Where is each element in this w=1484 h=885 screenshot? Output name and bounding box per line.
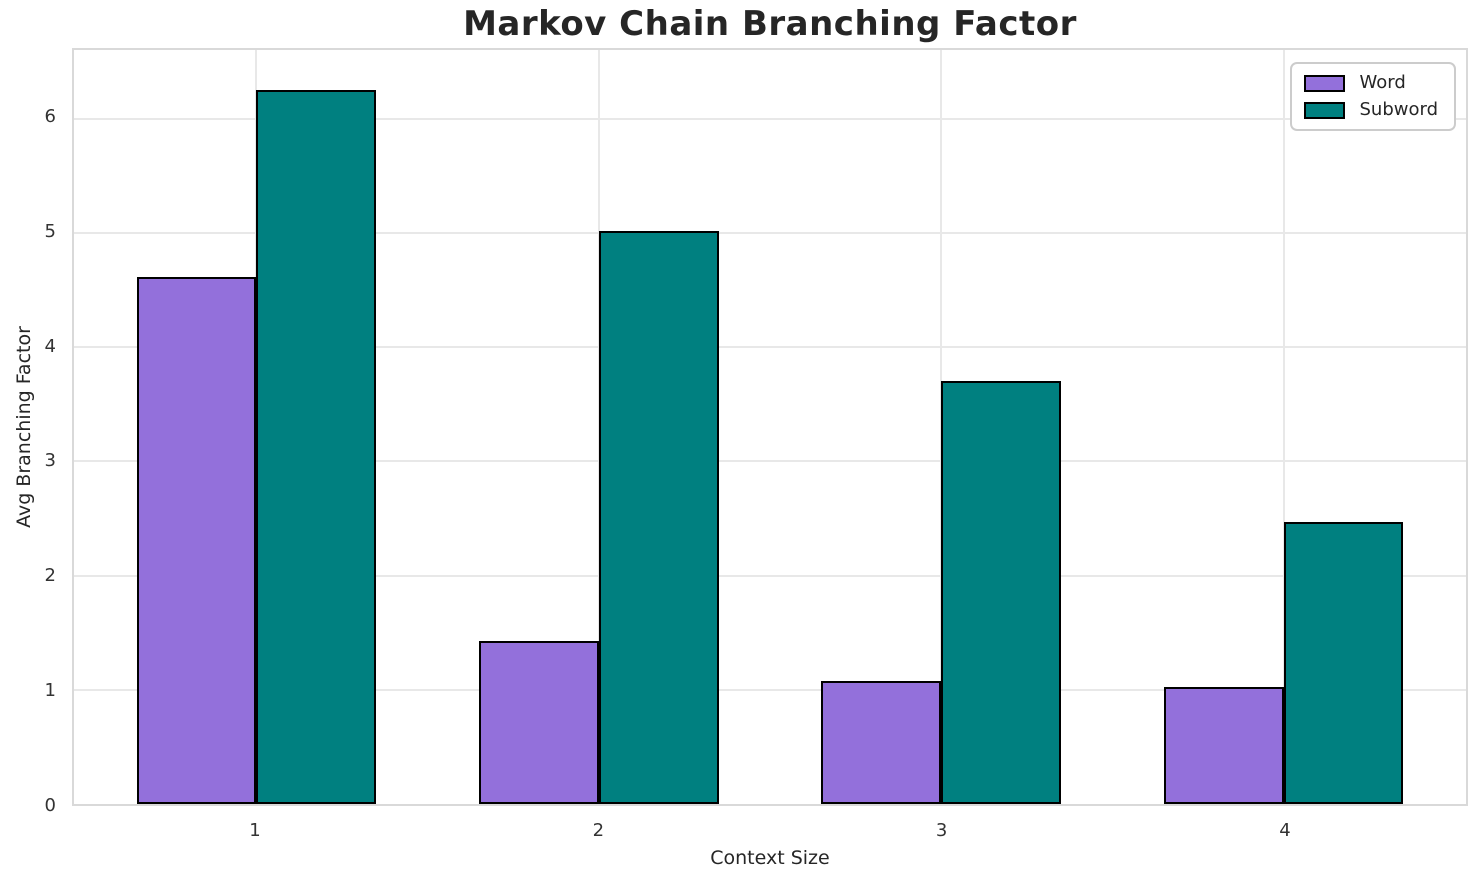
gridline-v-4 <box>1282 50 1285 804</box>
gridline-h-6 <box>74 117 1466 120</box>
x-axis-label: Context Size <box>710 847 830 869</box>
gridline-h-3 <box>74 460 1466 463</box>
legend-swatch-subword-icon <box>1304 101 1346 119</box>
y-tick-6: 6 <box>44 105 56 127</box>
x-tick-4: 4 <box>1279 820 1291 841</box>
legend: Word Subword <box>1290 62 1456 131</box>
legend-label-subword: Subword <box>1359 99 1438 120</box>
bar-word-4 <box>1163 687 1284 804</box>
bar-subword-3 <box>941 381 1061 804</box>
legend-entry-subword: Subword <box>1304 101 1438 119</box>
bar-word-1 <box>136 277 257 804</box>
x-tick-3: 3 <box>935 820 948 841</box>
y-tick-5: 5 <box>44 220 56 242</box>
bar-word-3 <box>821 680 942 804</box>
bar-subword-2 <box>598 230 719 804</box>
gridline-h-5 <box>74 231 1466 234</box>
y-tick-3: 3 <box>44 450 56 472</box>
chart-title: Markov Chain Branching Factor <box>463 4 1077 44</box>
gridline-h-2 <box>74 574 1466 577</box>
legend-entry-word: Word <box>1304 74 1438 92</box>
y-tick-4: 4 <box>44 335 56 357</box>
x-tick-2: 2 <box>592 820 605 841</box>
bar-subword-4 <box>1283 521 1404 804</box>
legend-swatch-word-icon <box>1304 74 1346 92</box>
bar-word-2 <box>479 640 599 804</box>
y-tick-1: 1 <box>44 680 56 702</box>
gridline-h-4 <box>74 346 1466 349</box>
gridline-h-1 <box>74 688 1466 691</box>
bar-subword-1 <box>256 90 377 804</box>
x-tick-1: 1 <box>249 820 261 841</box>
y-tick-2: 2 <box>44 565 56 587</box>
y-tick-0: 0 <box>44 795 56 816</box>
plot-area: Word Subword <box>72 48 1468 806</box>
y-axis-label: Avg Branching Factor <box>13 326 35 528</box>
legend-label-word: Word <box>1359 72 1406 93</box>
